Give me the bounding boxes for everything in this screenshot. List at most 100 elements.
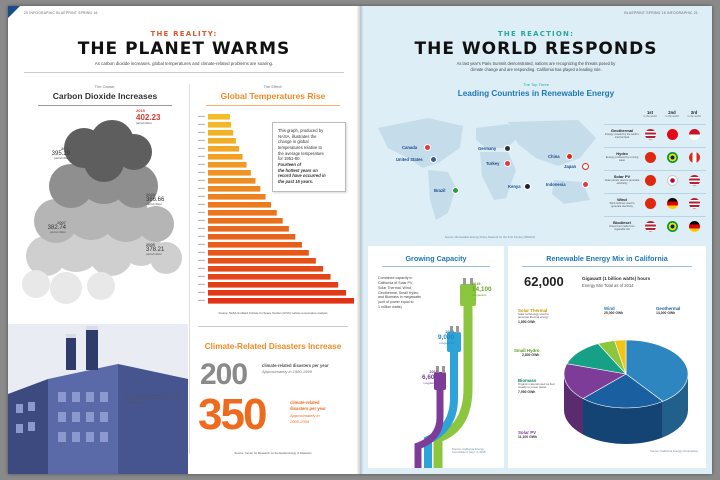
mix-label-small-hydro: Small Hydro 2,800 GWh	[514, 348, 554, 357]
right-headline: THE WORLD RESPONDS	[414, 39, 658, 59]
temperature-bar	[208, 114, 230, 120]
pie-slice	[563, 363, 627, 399]
rank-header-sub: in the world	[643, 115, 657, 118]
capacity-point-2019: 2019 14,100 megawatts	[472, 282, 504, 297]
mix-label-solar-pv: Solar PV 11,100 GWh	[518, 430, 558, 439]
flag-pin-japan	[582, 163, 589, 170]
rank-category-desc: Wind turbines used to generate electrici…	[609, 202, 635, 209]
temps-effect-label: The Effect:	[263, 84, 283, 89]
co2-year: 2013	[61, 146, 70, 151]
flag-pin-canada	[424, 144, 431, 151]
co2-unit: parts/million	[146, 252, 163, 256]
temperature-bar	[208, 210, 277, 216]
temperature-bar	[208, 194, 266, 200]
temperature-bar-graph	[198, 114, 354, 304]
disasters-label-2: disasters per year	[290, 406, 326, 411]
temperature-bar	[208, 146, 239, 152]
mix-label-biomass: Biomass Organic material used as fuel, u…	[518, 378, 558, 394]
temperature-bar-tick	[198, 259, 205, 261]
capacity-unit: megawatts	[423, 381, 438, 385]
temps-note-line: for 1951-80.	[278, 156, 301, 162]
co2-reading-2005: 2005 378.21 parts/million	[146, 242, 186, 257]
temperature-bar-tick	[198, 179, 205, 181]
disasters-value-1: 200	[200, 358, 248, 391]
flag-icon-brazil	[667, 221, 678, 232]
capacity-year: 2010	[429, 370, 438, 374]
growing-description-line: Combined capacity in	[378, 276, 413, 280]
temperature-bar	[208, 234, 296, 240]
temperature-bar-tick	[198, 211, 205, 213]
flag-icon-united-states	[645, 221, 656, 232]
co2-value: 378.21	[146, 247, 165, 253]
disasters-title: Climate-Related Disasters Increase	[204, 342, 342, 351]
rank-header-sub: in the world	[687, 115, 701, 118]
rank-category-desc: Solar panels used to generate electricit…	[604, 179, 640, 186]
capacity-point-2015: 2015 9,000 megawatts	[424, 330, 454, 345]
temperature-bar-tick	[198, 155, 205, 157]
flag-pin-kenya	[524, 183, 531, 190]
rank-category-desc: Energy produced by running water	[605, 156, 639, 163]
temps-note-emphasis: the past 15 years.	[278, 179, 314, 185]
temperature-bar-tick	[198, 187, 205, 189]
mix-segment-value: 1,850 GWh	[518, 319, 536, 324]
country-label-indonesia: Indonesia	[546, 182, 566, 187]
flag-icon-china	[645, 198, 656, 209]
smoke-cloud-illustration	[22, 120, 182, 304]
rank-header-label: 3rd	[690, 110, 698, 115]
temperature-bar-tick	[198, 163, 205, 165]
rank-row-hydro: Hydro Energy produced by running water	[604, 147, 706, 169]
pie-slice-side	[564, 374, 583, 435]
growing-description-line: Geothermal, Small Hydro	[378, 290, 419, 295]
co2-unit: parts/million	[53, 156, 70, 160]
temperature-bar-tick	[198, 243, 205, 245]
capacity-unit: megawatts	[439, 341, 454, 345]
mix-source: Source: California Energy Commission	[650, 449, 699, 453]
mix-segment-name: Wind	[604, 306, 615, 311]
temps-note-line: temperatures relative to	[278, 145, 322, 151]
temperature-bar-tick	[198, 275, 205, 277]
co2-year: 2015	[136, 108, 145, 113]
rank-row-wind: Wind Wind turbines used to generate elec…	[604, 193, 706, 215]
temperature-bar-tick	[198, 219, 205, 221]
rank-row-biodiesel: Biodiesel Diesel fuel made from vegetabl…	[604, 216, 706, 238]
flag-pin-indonesia	[582, 181, 589, 188]
temps-note-line: NASA, illustrates the	[278, 133, 317, 139]
pie-slice	[614, 339, 627, 375]
co2-reading-2007: 2007 382.74 parts/million	[26, 220, 66, 235]
mix-segment-name: Small Hydro	[514, 348, 540, 353]
page-gutter	[357, 6, 363, 474]
flag-pin-brazil	[452, 187, 459, 194]
temperature-bar	[208, 258, 316, 264]
temperature-bar	[208, 162, 247, 168]
flag-pin-united-states	[430, 156, 437, 163]
temperature-bar	[208, 226, 289, 232]
pie-slice-side	[582, 398, 663, 444]
right-folio: BLUEPRINT SPRING 16 INFOGRAPHIC 21	[624, 11, 698, 15]
leaders-title: Leading Countries in Renewable Energy	[457, 89, 615, 98]
temperature-bar	[208, 298, 354, 304]
mix-segment-name: Geothermal	[656, 306, 681, 311]
temperature-bar	[208, 154, 243, 160]
capacity-value: 6,600	[422, 374, 438, 381]
pie-slice-side	[662, 374, 688, 438]
mix-label-geothermal: Geothermal 14,000 GWh	[656, 306, 702, 315]
capacity-value: 9,000	[438, 334, 454, 341]
temperature-bar-tick	[198, 195, 205, 197]
mix-segment-value: 25,000 GWh	[604, 311, 624, 315]
temperature-bar-tick	[198, 139, 205, 141]
rank-row-geothermal: Geothermal Energy created by the earth's…	[604, 124, 706, 146]
growing-capacity-panel: Growing Capacity Combined capacity in Ca…	[368, 246, 504, 468]
disasters-period-1: Approximately in 1980-1999	[262, 369, 312, 374]
country-label-china: China	[548, 154, 560, 159]
mix-segment-desc: Organic material used as fuel, usually t…	[518, 382, 556, 390]
rank-category-desc: Energy created by the earth's internal h…	[605, 133, 639, 140]
mix-segment-value: 11,100 GWh	[518, 435, 538, 439]
temperature-bar-tick	[198, 283, 205, 285]
temps-note-emphasis: the hottest years on	[278, 167, 318, 173]
co2-reading-2015: 2015 402.23 parts/million	[136, 108, 176, 126]
temperature-bar	[208, 202, 272, 208]
temperature-bar-tick	[198, 115, 205, 117]
energy-mix-pie-chart	[563, 339, 689, 444]
rank-header-1st: 1st in the world	[640, 110, 660, 118]
disasters-value-2: 350	[198, 390, 267, 439]
